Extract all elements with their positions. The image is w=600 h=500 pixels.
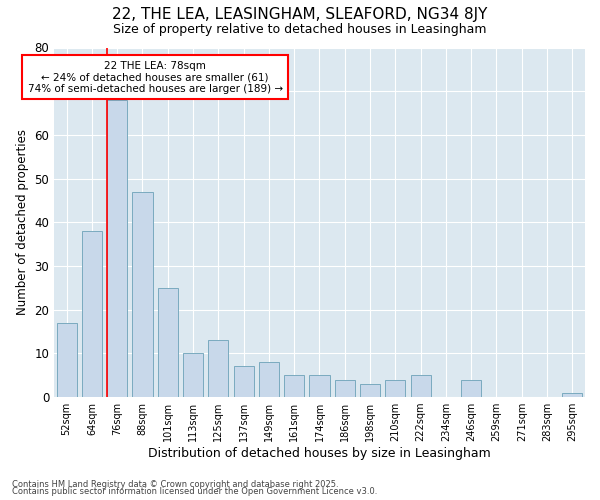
Bar bbox=[310, 375, 329, 397]
Bar bbox=[284, 375, 304, 397]
Bar bbox=[259, 362, 279, 397]
Text: 22 THE LEA: 78sqm
← 24% of detached houses are smaller (61)
74% of semi-detached: 22 THE LEA: 78sqm ← 24% of detached hous… bbox=[28, 60, 283, 94]
Bar bbox=[133, 192, 152, 397]
Bar bbox=[335, 380, 355, 397]
Text: Size of property relative to detached houses in Leasingham: Size of property relative to detached ho… bbox=[113, 22, 487, 36]
Bar bbox=[56, 323, 77, 397]
X-axis label: Distribution of detached houses by size in Leasingham: Distribution of detached houses by size … bbox=[148, 447, 491, 460]
Bar bbox=[82, 231, 102, 397]
Bar bbox=[233, 366, 254, 397]
Text: 22, THE LEA, LEASINGHAM, SLEAFORD, NG34 8JY: 22, THE LEA, LEASINGHAM, SLEAFORD, NG34 … bbox=[112, 8, 488, 22]
Bar bbox=[360, 384, 380, 397]
Bar bbox=[562, 392, 583, 397]
Text: Contains HM Land Registry data © Crown copyright and database right 2025.: Contains HM Land Registry data © Crown c… bbox=[12, 480, 338, 489]
Bar bbox=[208, 340, 229, 397]
Bar bbox=[385, 380, 406, 397]
Y-axis label: Number of detached properties: Number of detached properties bbox=[16, 130, 29, 316]
Bar bbox=[158, 288, 178, 397]
Bar bbox=[183, 354, 203, 397]
Bar bbox=[461, 380, 481, 397]
Text: Contains public sector information licensed under the Open Government Licence v3: Contains public sector information licen… bbox=[12, 487, 377, 496]
Bar bbox=[410, 375, 431, 397]
Bar bbox=[107, 100, 127, 397]
